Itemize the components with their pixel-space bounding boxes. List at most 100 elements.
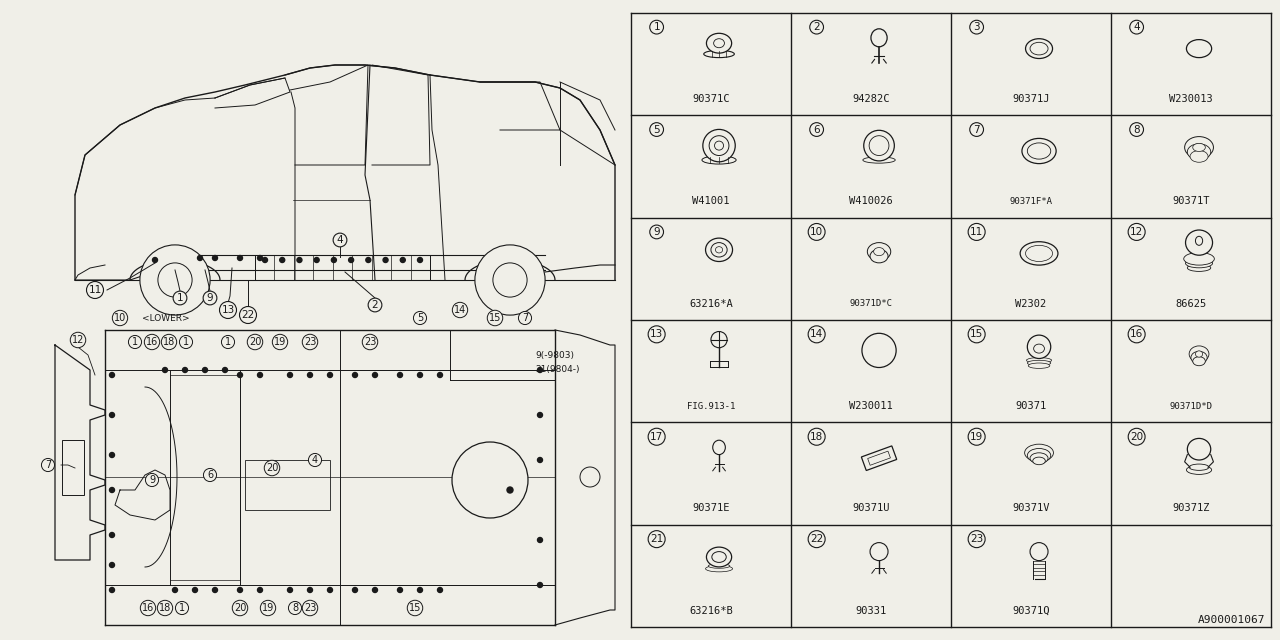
Ellipse shape bbox=[1030, 543, 1048, 561]
Ellipse shape bbox=[704, 51, 735, 58]
Ellipse shape bbox=[709, 136, 728, 156]
Ellipse shape bbox=[1189, 346, 1208, 362]
Circle shape bbox=[352, 588, 357, 593]
Circle shape bbox=[212, 255, 218, 260]
Text: 90371D*C: 90371D*C bbox=[850, 299, 892, 308]
Text: 90371J: 90371J bbox=[1012, 94, 1050, 104]
Circle shape bbox=[110, 413, 114, 417]
Circle shape bbox=[538, 538, 543, 543]
Text: 1: 1 bbox=[183, 337, 189, 347]
Text: W230013: W230013 bbox=[1169, 94, 1213, 104]
Ellipse shape bbox=[1185, 230, 1212, 255]
Text: 90371C: 90371C bbox=[692, 94, 730, 104]
Ellipse shape bbox=[1190, 351, 1207, 364]
Text: 90371Z: 90371Z bbox=[1172, 504, 1210, 513]
Circle shape bbox=[197, 255, 202, 260]
Ellipse shape bbox=[1025, 38, 1052, 58]
Circle shape bbox=[383, 257, 388, 262]
Ellipse shape bbox=[1030, 453, 1048, 463]
Text: 2: 2 bbox=[371, 300, 379, 310]
Text: 15: 15 bbox=[489, 313, 502, 323]
Circle shape bbox=[507, 487, 513, 493]
Circle shape bbox=[538, 458, 543, 463]
Text: 4: 4 bbox=[312, 455, 317, 465]
Text: 7: 7 bbox=[522, 313, 529, 323]
Ellipse shape bbox=[1185, 136, 1213, 158]
Text: 90371E: 90371E bbox=[692, 504, 730, 513]
Text: 10: 10 bbox=[810, 227, 823, 237]
Ellipse shape bbox=[1185, 259, 1212, 268]
Circle shape bbox=[332, 257, 337, 262]
Text: 20: 20 bbox=[1130, 432, 1143, 442]
Ellipse shape bbox=[870, 543, 888, 561]
Text: W230011: W230011 bbox=[849, 401, 893, 411]
Text: W410026: W410026 bbox=[849, 196, 893, 206]
Ellipse shape bbox=[705, 238, 732, 262]
Circle shape bbox=[110, 532, 114, 538]
Text: 20: 20 bbox=[248, 337, 261, 347]
Circle shape bbox=[157, 263, 192, 297]
Circle shape bbox=[307, 588, 312, 593]
Text: 9: 9 bbox=[206, 293, 214, 303]
Text: W41001: W41001 bbox=[692, 196, 730, 206]
Circle shape bbox=[417, 257, 422, 262]
Circle shape bbox=[173, 588, 178, 593]
Text: 8: 8 bbox=[292, 603, 298, 613]
Text: 3: 3 bbox=[973, 22, 980, 32]
Ellipse shape bbox=[710, 332, 727, 348]
Text: 4: 4 bbox=[1133, 22, 1140, 32]
Ellipse shape bbox=[714, 38, 724, 48]
Circle shape bbox=[352, 372, 357, 378]
Ellipse shape bbox=[1196, 351, 1203, 357]
Circle shape bbox=[152, 257, 157, 262]
Ellipse shape bbox=[712, 552, 726, 563]
Ellipse shape bbox=[714, 141, 723, 150]
Circle shape bbox=[223, 367, 228, 372]
Circle shape bbox=[348, 257, 353, 262]
Ellipse shape bbox=[1027, 358, 1052, 363]
Text: 1: 1 bbox=[132, 337, 138, 347]
Ellipse shape bbox=[1188, 264, 1211, 271]
Text: 63216*A: 63216*A bbox=[689, 299, 733, 308]
Polygon shape bbox=[861, 446, 897, 470]
Ellipse shape bbox=[861, 333, 896, 367]
Text: 12: 12 bbox=[72, 335, 84, 345]
Circle shape bbox=[257, 372, 262, 378]
Ellipse shape bbox=[708, 564, 730, 568]
Ellipse shape bbox=[1028, 363, 1050, 369]
Text: 9: 9 bbox=[148, 475, 155, 485]
Ellipse shape bbox=[869, 136, 888, 156]
Circle shape bbox=[140, 245, 210, 315]
Text: 22: 22 bbox=[810, 534, 823, 544]
Ellipse shape bbox=[1030, 42, 1048, 55]
Text: W2302: W2302 bbox=[1015, 299, 1047, 308]
Ellipse shape bbox=[1028, 449, 1051, 463]
Text: 90331: 90331 bbox=[855, 606, 887, 616]
Text: 94282C: 94282C bbox=[852, 94, 890, 104]
Ellipse shape bbox=[1193, 143, 1206, 152]
Text: 1: 1 bbox=[177, 293, 183, 303]
Text: 23: 23 bbox=[303, 337, 316, 347]
Text: 90371: 90371 bbox=[1015, 401, 1047, 411]
Ellipse shape bbox=[874, 248, 884, 255]
Circle shape bbox=[257, 255, 262, 260]
Circle shape bbox=[257, 588, 262, 593]
Circle shape bbox=[438, 588, 443, 593]
Circle shape bbox=[372, 372, 378, 378]
Circle shape bbox=[417, 588, 422, 593]
Text: 90371Q: 90371Q bbox=[1012, 606, 1050, 616]
Circle shape bbox=[328, 372, 333, 378]
Ellipse shape bbox=[1021, 138, 1056, 164]
Ellipse shape bbox=[863, 157, 895, 163]
Text: 17: 17 bbox=[650, 432, 663, 442]
Circle shape bbox=[452, 442, 529, 518]
Ellipse shape bbox=[870, 250, 888, 263]
Ellipse shape bbox=[868, 243, 891, 260]
Text: 19: 19 bbox=[262, 603, 274, 613]
Circle shape bbox=[438, 372, 443, 378]
Text: 19: 19 bbox=[274, 337, 287, 347]
Ellipse shape bbox=[1188, 438, 1211, 460]
Text: 6: 6 bbox=[813, 125, 820, 134]
Text: FIG.913-1: FIG.913-1 bbox=[687, 401, 735, 410]
Text: 18: 18 bbox=[159, 603, 172, 613]
